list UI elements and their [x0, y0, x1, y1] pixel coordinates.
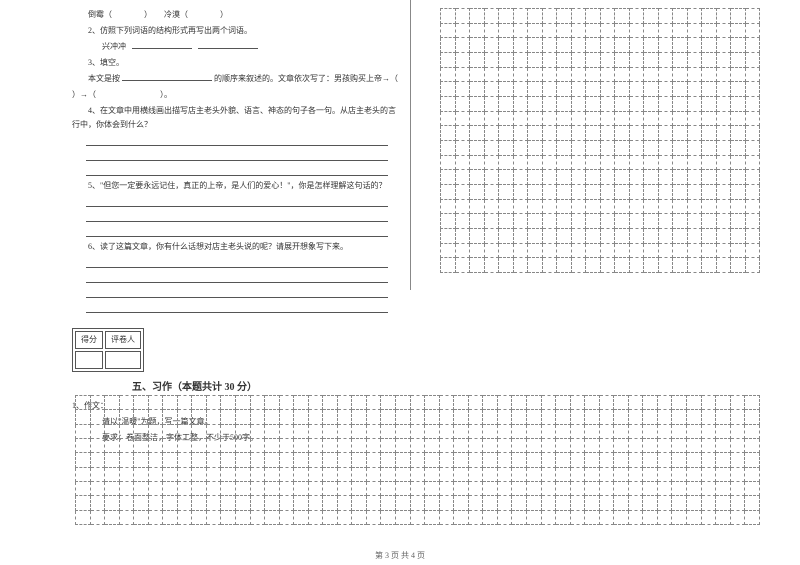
exam-page: 倒霉（ ） 冷漠（ ） 2、仿照下列词语的结构形式再写出两个词语。 兴冲冲 3、… — [0, 0, 800, 565]
q5-text: 5、"但您一定要永远记住，真正的上帝，是人们的爱心！"，你是怎样理解这句话的？ — [72, 179, 402, 193]
page-footer: 第 3 页 共 4 页 — [0, 550, 800, 561]
score-label-1: 得分 — [75, 331, 103, 349]
pinyin-line: 倒霉（ ） 冷漠（ ） — [72, 8, 402, 22]
q4-answer-line-2[interactable] — [86, 149, 388, 161]
composition-grid-bottom[interactable] — [75, 395, 760, 525]
spacer — [72, 316, 402, 328]
q3-blank-order[interactable] — [122, 72, 212, 81]
q4-answer-line-1[interactable] — [86, 134, 388, 146]
score-cell-1[interactable] — [75, 351, 103, 369]
grid-right-table[interactable] — [440, 8, 760, 273]
q2-blank-2[interactable] — [198, 40, 258, 49]
q4-text: 4、在文章中用横线画出描写店主老头外貌、语言、神态的句子各一句。从店主老头的言行… — [72, 104, 402, 132]
q3-text-b: 的顺序来叙述的。文章依次写了：男孩购买上帝→（ — [214, 74, 398, 83]
q5-answer-line-2[interactable] — [86, 210, 388, 222]
score-label-2: 评卷人 — [105, 331, 141, 349]
q3-text-a: 本文是按 — [88, 74, 120, 83]
q6-answer-line-2[interactable] — [86, 271, 388, 283]
section5-title: 五、习作（本题共计 30 分） — [132, 381, 402, 395]
q3-body: 本文是按 的顺序来叙述的。文章依次写了：男孩购买上帝→（ — [72, 72, 402, 86]
q6-answer-line-4[interactable] — [86, 301, 388, 313]
column-divider — [410, 0, 411, 290]
q5-answer-line-1[interactable] — [86, 195, 388, 207]
score-cell-2[interactable] — [105, 351, 141, 369]
composition-grid-right[interactable] — [440, 8, 760, 273]
left-column: 倒霉（ ） 冷漠（ ） 2、仿照下列词语的结构形式再写出两个词语。 兴冲冲 3、… — [72, 8, 402, 447]
score-box: 得分 评卷人 — [72, 328, 144, 372]
q6-answer-line-1[interactable] — [86, 256, 388, 268]
q2-example: 兴冲冲 — [102, 42, 126, 51]
q2-example-row: 兴冲冲 — [72, 40, 402, 54]
q5-answer-line-3[interactable] — [86, 225, 388, 237]
grid-bottom-table[interactable] — [75, 395, 760, 525]
q4-answer-line-3[interactable] — [86, 164, 388, 176]
q3-label: 3、填空。 — [72, 56, 402, 70]
q2-text: 2、仿照下列词语的结构形式再写出两个词语。 — [72, 24, 402, 38]
q6-answer-line-3[interactable] — [86, 286, 388, 298]
q2-blank-1[interactable] — [132, 40, 192, 49]
q3-text-c: ）→（ ）。 — [72, 88, 402, 102]
q6-text: 6、读了这篇文章，你有什么话想对店主老头说的呢？请展开想象写下来。 — [72, 240, 402, 254]
